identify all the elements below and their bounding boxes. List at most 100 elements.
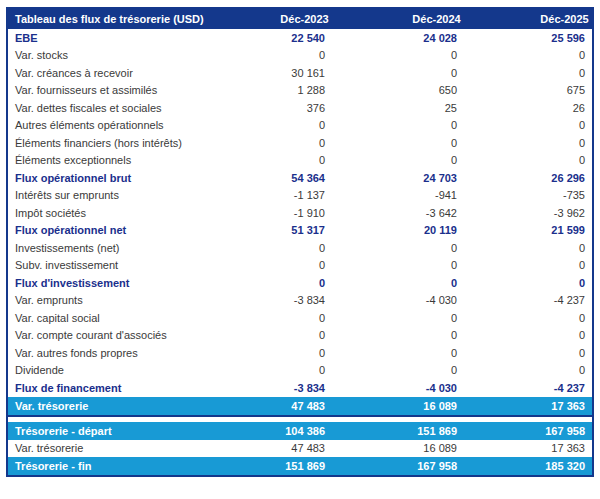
row-value: 16 089 (332, 442, 464, 454)
column-header-dec-2025: Déc-2025 (468, 13, 596, 25)
row-value: 0 (200, 242, 332, 254)
row-value: 0 (464, 67, 592, 79)
row-value: 675 (464, 84, 592, 96)
row-value: 0 (464, 49, 592, 61)
row-value: 0 (332, 259, 464, 271)
row-value: 0 (464, 329, 592, 341)
table-row: Var. stocks 0 0 0 (8, 47, 592, 65)
row-value: 0 (200, 364, 332, 376)
row-value: 0 (464, 154, 592, 166)
table-row: Autres éléments opérationnels 0 0 0 (8, 117, 592, 135)
table-row: Var. autres fonds propres 0 0 0 (8, 344, 592, 362)
row-value: 51 317 (200, 224, 332, 236)
row-value: 26 (464, 102, 592, 114)
row-value: 20 119 (332, 224, 464, 236)
table-summary: Trésorerie - départ 104 386 151 869 167 … (8, 422, 592, 476)
row-value: 0 (332, 49, 464, 61)
row-value: 25 (332, 102, 464, 114)
table-row: Intérêts sur emprunts -1 137 -941 -735 (8, 187, 592, 205)
row-label: Var. dettes fiscales et sociales (8, 102, 200, 114)
row-value: 167 958 (464, 425, 592, 437)
row-value: 26 296 (464, 172, 592, 184)
row-value: -4 030 (332, 294, 464, 306)
row-label: Autres éléments opérationnels (8, 119, 200, 131)
row-value: 16 089 (332, 400, 464, 412)
row-value: 0 (200, 347, 332, 359)
cash-flow-table: Tableau des flux de trésorerie (USD) Déc… (6, 7, 594, 477)
table-row: Flux de financement -3 834 -4 030 -4 237 (8, 379, 592, 397)
table-row: Éléments financiers (hors intérêts) 0 0 … (8, 134, 592, 152)
row-label: Dividende (8, 364, 200, 376)
row-value: 24 703 (332, 172, 464, 184)
row-value: 0 (200, 277, 332, 289)
row-label: Investissements (net) (8, 242, 200, 254)
row-value: 47 483 (200, 442, 332, 454)
row-value: 0 (200, 154, 332, 166)
table-row: Flux d'investissement 0 0 0 (8, 274, 592, 292)
row-label: Var. stocks (8, 49, 200, 61)
row-label: Var. emprunts (8, 294, 200, 306)
row-value: 47 483 (200, 400, 332, 412)
row-value: 0 (464, 347, 592, 359)
row-value: -4 237 (464, 294, 592, 306)
table-title: Tableau des flux de trésorerie (USD) (8, 13, 204, 25)
table-body: EBE 22 540 24 028 25 596 Var. stocks 0 0… (8, 29, 592, 415)
row-value: 0 (332, 119, 464, 131)
table-row: Var. fournisseurs et assimilés 1 288 650… (8, 82, 592, 100)
row-value: 0 (200, 312, 332, 324)
row-value: 0 (200, 259, 332, 271)
row-value: 0 (200, 329, 332, 341)
table-row: EBE 22 540 24 028 25 596 (8, 29, 592, 47)
table-row: Var. créances à recevoir 30 161 0 0 (8, 64, 592, 82)
row-value: 151 869 (200, 460, 332, 472)
row-value: -735 (464, 189, 592, 201)
row-value: -4 237 (464, 382, 592, 394)
table-row: Subv. investissement 0 0 0 (8, 257, 592, 275)
row-value: 21 599 (464, 224, 592, 236)
row-label: Flux opérationnel net (8, 224, 200, 236)
table-row: Var. emprunts -3 834 -4 030 -4 237 (8, 292, 592, 310)
row-value: 1 288 (200, 84, 332, 96)
row-value: 0 (332, 242, 464, 254)
table-row: Éléments exceptionnels 0 0 0 (8, 152, 592, 170)
table-header-row: Tableau des flux de trésorerie (USD) Déc… (8, 9, 592, 29)
row-value: 0 (464, 312, 592, 324)
table-row: Var. trésorerie 47 483 16 089 17 363 (8, 440, 592, 458)
row-value: 0 (332, 347, 464, 359)
row-label: Var. trésorerie (8, 400, 200, 412)
table-row: Var. trésorerie 47 483 16 089 17 363 (8, 397, 592, 415)
row-value: 0 (464, 119, 592, 131)
row-value: -941 (332, 189, 464, 201)
row-value: -3 834 (200, 294, 332, 306)
table-row: Var. capital social 0 0 0 (8, 309, 592, 327)
row-value: 0 (332, 67, 464, 79)
row-value: 25 596 (464, 32, 592, 44)
row-value: -4 030 (332, 382, 464, 394)
row-label: Trésorerie - fin (8, 460, 200, 472)
table-row: Var. dettes fiscales et sociales 376 25 … (8, 99, 592, 117)
row-label: Var. capital social (8, 312, 200, 324)
table-row: Dividende 0 0 0 (8, 362, 592, 380)
table-row: Trésorerie - départ 104 386 151 869 167 … (8, 422, 592, 440)
column-header-dec-2023: Déc-2023 (204, 13, 336, 25)
row-value: 0 (332, 154, 464, 166)
row-value: 0 (464, 259, 592, 271)
row-value: 185 320 (464, 460, 592, 472)
row-value: -3 962 (464, 207, 592, 219)
row-value: 650 (332, 84, 464, 96)
row-value: 22 540 (200, 32, 332, 44)
row-value: 17 363 (464, 442, 592, 454)
row-value: 104 386 (200, 425, 332, 437)
table-row: Flux opérationnel brut 54 364 24 703 26 … (8, 169, 592, 187)
column-header-dec-2024: Déc-2024 (336, 13, 468, 25)
row-value: 30 161 (200, 67, 332, 79)
row-value: -3 834 (200, 382, 332, 394)
row-value: 0 (332, 137, 464, 149)
table-row: Var. compte courant d'associés 0 0 0 (8, 327, 592, 345)
table-row: Impôt sociétés -1 910 -3 642 -3 962 (8, 204, 592, 222)
row-value: 0 (464, 277, 592, 289)
table-row: Flux opérationnel net 51 317 20 119 21 5… (8, 222, 592, 240)
row-label: Var. autres fonds propres (8, 347, 200, 359)
row-value: -1 910 (200, 207, 332, 219)
table-row: Investissements (net) 0 0 0 (8, 239, 592, 257)
